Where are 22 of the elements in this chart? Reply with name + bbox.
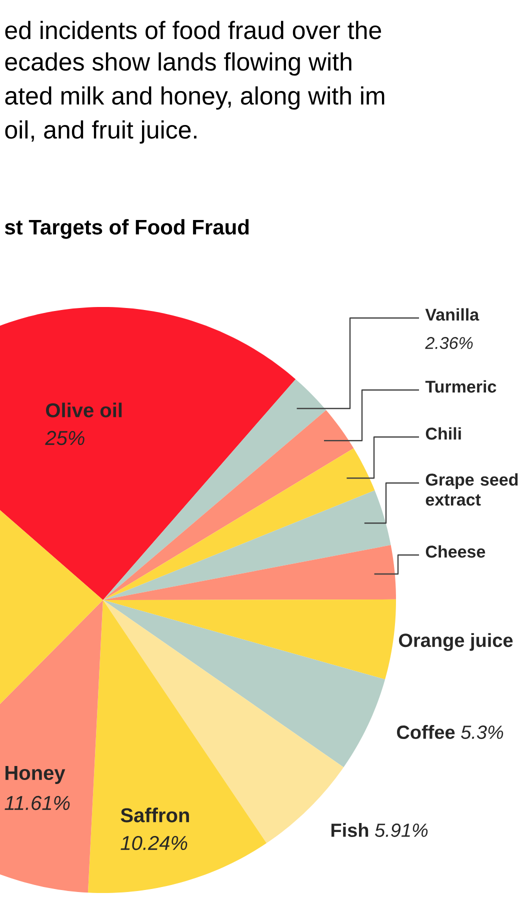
slice-label: Vanilla: [425, 308, 480, 321]
slice-label: Cheese: [426, 545, 486, 558]
slice-label: Saffron: [120, 808, 189, 822]
text: oil, and fruit juice.: [5, 120, 196, 144]
data-label: 5.91%: [374, 824, 428, 837]
data-label: 10.24%: [120, 836, 188, 850]
text: ated milk and honey, along with im: [5, 86, 384, 110]
slice-label: Fish: [331, 823, 368, 837]
chart-title: st Targets of Food Fraud: [4, 219, 249, 239]
data-label: 2.36%: [425, 336, 473, 350]
data-label: 5.3%: [461, 726, 504, 739]
slice-label: Grape seed extract: [426, 473, 518, 506]
slice-label: Coffee: [396, 725, 455, 739]
text: ecades show lands flowing with: [5, 52, 352, 76]
slice-label: Honey: [6, 766, 66, 784]
slice-label: Orange juice: [398, 633, 513, 651]
slice-label: Olive oil: [46, 402, 122, 418]
slice-label: Chili: [426, 427, 461, 440]
data-label: 11.61%: [4, 796, 70, 810]
data-label: 25%: [45, 430, 84, 446]
slice-label: Turmeric: [425, 380, 496, 393]
text: ed incidents of food fraud over the: [5, 20, 382, 40]
